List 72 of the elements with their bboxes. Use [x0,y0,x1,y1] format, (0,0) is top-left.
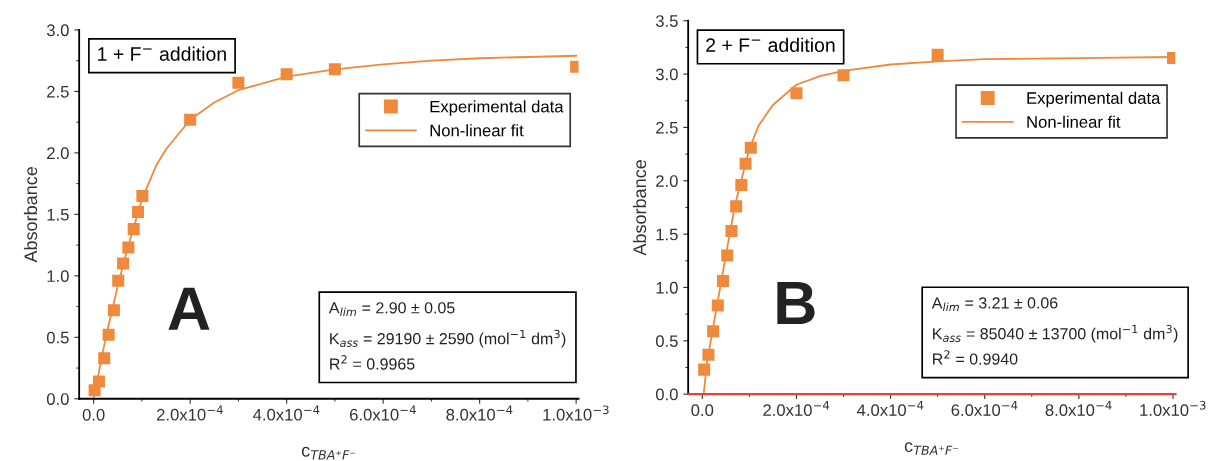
point [725,224,738,237]
y-tick-label: 1.0 [656,281,678,294]
legend-label: Non-linear fit [430,124,524,137]
x-tick-label: 4.0x10$^{−4}$ [856,400,924,417]
annotation: K$_{ass}$ = 85040 ± 13700 (mol$^{−1}$ dm$^{3}$) [933,324,1178,343]
annotation: R$^{2}$ = 0.9940 [933,350,1018,365]
point [328,63,341,76]
y-tick-label: 0.5 [46,331,69,344]
x-tick-label: 2.0x10$^{−4}$ [156,405,223,421]
x-tick-label: 1.0x10$^{−3}$ [543,405,609,421]
point [730,200,743,213]
point [739,157,752,170]
point [837,69,850,82]
y-tick-label: 1.5 [656,228,678,241]
legend-label: Experimental data [430,100,564,116]
y-tick-label: 0.5 [655,335,678,348]
x-tick-label: 8.0x10$^{−4}$ [446,405,513,421]
y-axis-title: Absorbance [23,166,38,263]
point [232,76,245,89]
point [744,141,757,154]
point [735,179,748,192]
annotation: A [168,287,210,330]
point [707,325,720,338]
x-tick-label: 8.0x10$^{−4}$ [1045,400,1112,417]
y-tick-label: 3.0 [655,68,678,81]
point [790,87,803,100]
x-tick-label: 0.0 [82,408,105,421]
annotation: A$_{lim}$ = 2.90 ± 0.05 [328,302,455,316]
point [698,363,711,376]
annotation: R$^{2}$ = 0.9965 [330,355,415,370]
point [107,304,120,317]
x-tick-label: 4.0x10$^{−4}$ [253,405,320,421]
point [112,274,125,287]
y-axis-title: Absorbance [632,160,647,256]
point [102,328,115,341]
point [122,241,135,254]
point [711,299,724,312]
x-tick-label: 0.0 [691,404,714,417]
point [98,352,111,365]
y-tick-label: 0.0 [655,388,678,401]
point [184,113,197,126]
y-tick-label: 2.0 [47,147,69,160]
y-tick-label: 1.5 [47,208,69,221]
x-axis-title: c$_{TBA⁺F⁻}$ [904,442,959,455]
point [92,375,105,388]
legend-label: Experimental data [1027,91,1161,108]
point [931,48,944,61]
x-tick-label: 6.0x10$^{−4}$ [349,405,416,421]
y-tick-label: 2.0 [656,175,678,187]
legend-label: Non-linear fit [1027,115,1121,128]
point [132,205,145,218]
y-tick-label: 3.5 [655,15,678,27]
y-tick-label: 2.5 [656,121,678,134]
x-tick-label: 1.0x10$^{−3}$ [1140,400,1206,416]
y-tick-label: 1.0 [47,270,69,283]
text: 1 + F$^{−}$ addition [98,46,226,61]
annotation: B [777,282,815,325]
annotation: K$_{ass}$ = 29190 ± 2590 (mol$^{−1}$ dm$^{3}$) [330,329,566,348]
point [280,68,293,81]
x-tick-label: 6.0x10$^{−4}$ [951,400,1018,417]
y-tick-label: 2.5 [47,85,69,98]
point [716,275,730,288]
x-axis-title: c$_{TBA⁺F⁻}$ [301,446,356,460]
text: 2 + F$^{−}$ addition [706,37,835,52]
annotation: A$_{lim}$ = 3.21 ± 0.06 [931,297,1058,312]
point [136,189,149,202]
point [117,257,130,270]
y-tick-label: 3.0 [46,24,69,37]
point [127,223,140,236]
x-tick-label: 2.0x10$^{−4}$ [763,400,830,417]
point [702,348,715,361]
point [721,249,734,262]
